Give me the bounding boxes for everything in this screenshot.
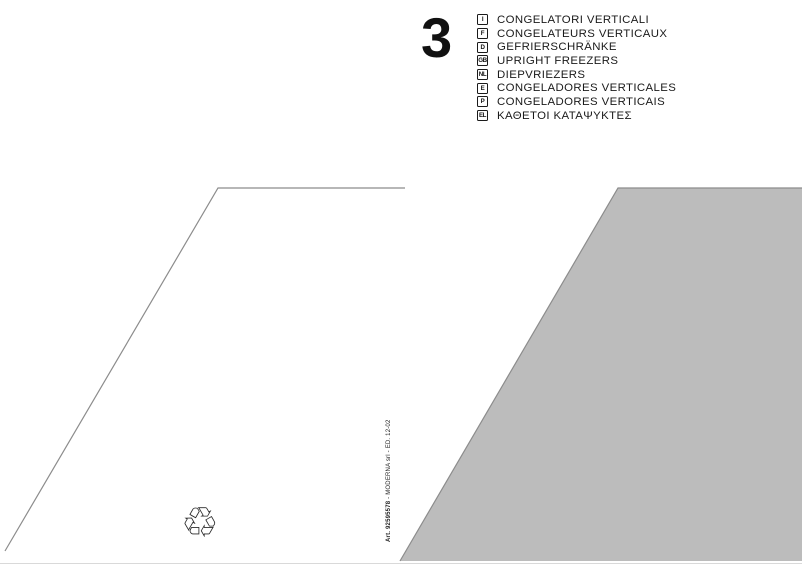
language-code-badge: GB <box>477 55 488 67</box>
language-title: CONGELADORES VERTICAIS <box>497 95 666 108</box>
language-row: D GEFRIERSCHRÄNKE <box>477 40 676 54</box>
language-title: DIEPVRIEZERS <box>497 68 586 81</box>
language-title: CONGELADORES VERTICALES <box>497 82 677 95</box>
language-row: EL ΚΑΘΕΤΟΙ ΚΑΤΑΨΥΚΤΕΣ <box>477 109 676 123</box>
edition-text: - MODERNA srl - ED. 12-02 <box>386 419 392 501</box>
language-row: F CONGELATEURS VERTICAUX <box>477 27 676 41</box>
language-title: GEFRIERSCHRÄNKE <box>497 41 617 54</box>
language-row: P CONGELADORES VERTICAIS <box>477 95 676 109</box>
recycling-icon: ♲ <box>181 498 219 547</box>
language-code-badge: NL <box>477 69 488 81</box>
language-code-badge: EL <box>477 110 488 122</box>
language-row: NL DIEPVRIEZERS <box>477 68 676 82</box>
language-code-badge: I <box>477 14 488 26</box>
section-number: 3 <box>421 6 452 69</box>
gray-panel-edge <box>399 187 802 562</box>
language-code-badge: D <box>477 41 488 53</box>
language-title: CONGELATORI VERTICALI <box>497 13 650 26</box>
language-code-badge: F <box>477 28 488 40</box>
language-title: UPRIGHT FREEZERS <box>497 54 619 67</box>
article-number: Art. 92595578 <box>386 500 392 542</box>
language-code-badge: P <box>477 96 488 108</box>
language-row: I CONGELATORI VERTICALI <box>477 13 676 27</box>
edition-imprint: Art. 92595578 - MODERNA srl - ED. 12-02 <box>386 419 392 542</box>
language-title: CONGELATEURS VERTICAUX <box>497 27 668 40</box>
language-code-badge: E <box>477 82 488 94</box>
language-list: I CONGELATORI VERTICALI F CONGELATEURS V… <box>477 13 676 123</box>
left-fold-outline <box>4 187 405 552</box>
language-row: GB UPRIGHT FREEZERS <box>477 54 676 68</box>
language-row: E CONGELADORES VERTICALES <box>477 81 676 95</box>
gray-panel <box>400 188 802 561</box>
language-title: ΚΑΘΕΤΟΙ ΚΑΤΑΨΥΚΤΕΣ <box>497 109 632 122</box>
